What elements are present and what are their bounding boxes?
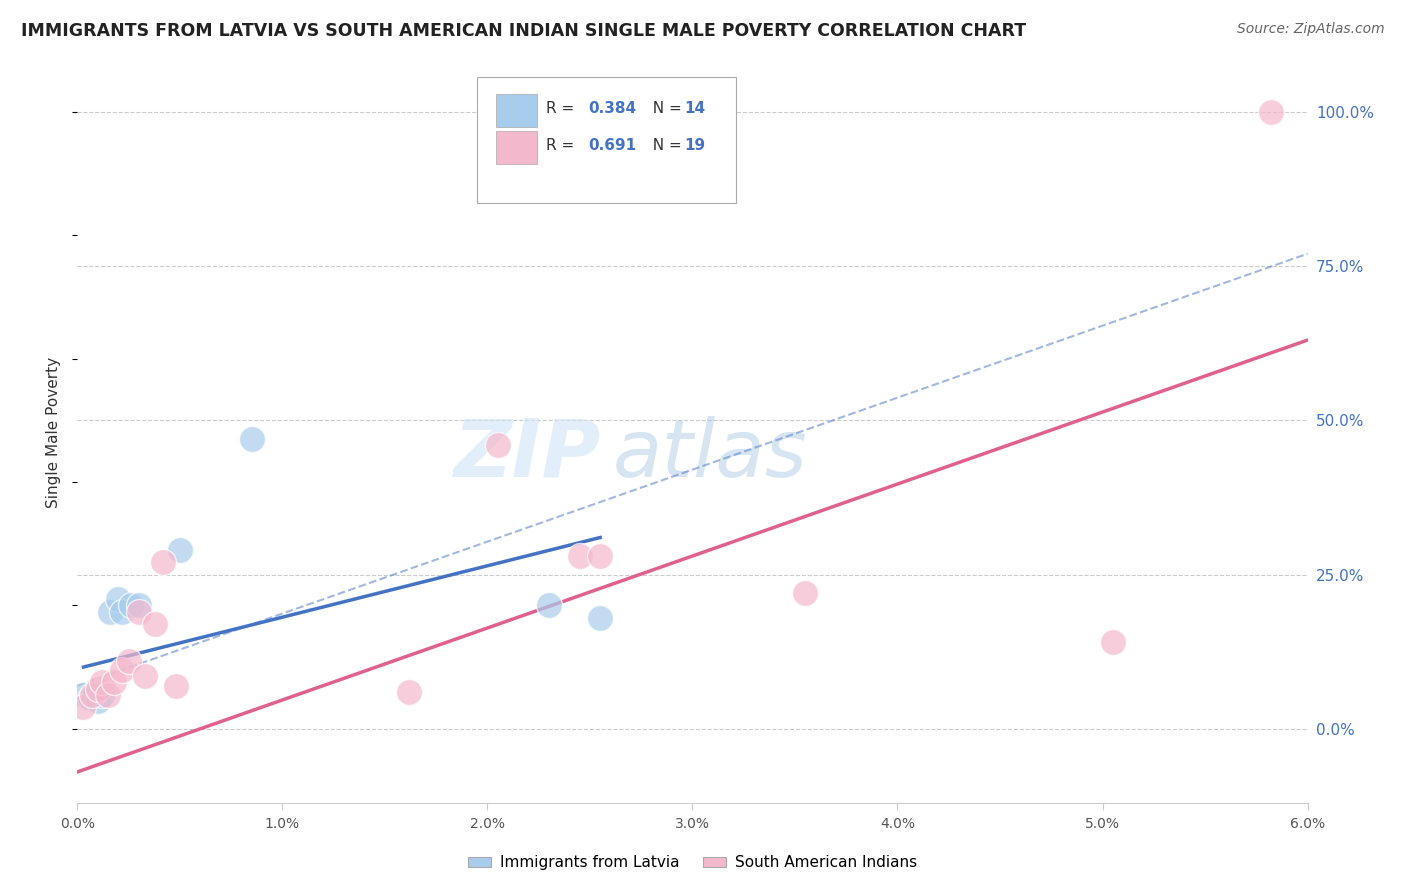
Point: [1101, 635, 1123, 649]
Point: [97, 688, 120, 702]
Point: [87, 681, 110, 696]
Point: [90, 675, 114, 690]
Point: [87, 694, 110, 708]
Text: atlas: atlas: [613, 416, 807, 494]
Point: [83, 688, 105, 702]
Point: [134, 669, 156, 683]
FancyBboxPatch shape: [477, 78, 735, 203]
Point: [98, 605, 121, 619]
Point: [72, 700, 94, 714]
Point: [240, 432, 263, 446]
Text: 14: 14: [683, 101, 704, 116]
Text: N =: N =: [644, 138, 688, 153]
Text: ZIP: ZIP: [453, 416, 600, 494]
Point: [117, 654, 139, 668]
Text: 0.384: 0.384: [588, 101, 636, 116]
Point: [169, 542, 191, 557]
Point: [107, 592, 129, 607]
Legend: Immigrants from Latvia, South American Indians: Immigrants from Latvia, South American I…: [463, 849, 922, 877]
Text: 0.691: 0.691: [588, 138, 636, 153]
Point: [128, 605, 150, 619]
Point: [111, 663, 134, 677]
Point: [80, 688, 103, 702]
Point: [128, 599, 150, 613]
Point: [103, 675, 125, 690]
Text: Source: ZipAtlas.com: Source: ZipAtlas.com: [1237, 22, 1385, 37]
Point: [589, 610, 612, 624]
Y-axis label: Single Male Poverty: Single Male Poverty: [46, 357, 62, 508]
Point: [1260, 104, 1282, 119]
Point: [143, 616, 166, 631]
Point: [794, 586, 817, 600]
Text: 19: 19: [683, 138, 704, 153]
Point: [120, 599, 142, 613]
Point: [537, 599, 560, 613]
Point: [72, 688, 94, 702]
Point: [90, 688, 114, 702]
Text: IMMIGRANTS FROM LATVIA VS SOUTH AMERICAN INDIAN SINGLE MALE POVERTY CORRELATION : IMMIGRANTS FROM LATVIA VS SOUTH AMERICAN…: [21, 22, 1026, 40]
Point: [165, 679, 187, 693]
Text: R =: R =: [546, 101, 579, 116]
Text: R =: R =: [546, 138, 579, 153]
Point: [486, 438, 509, 452]
FancyBboxPatch shape: [496, 131, 537, 164]
Point: [589, 549, 612, 563]
Point: [152, 555, 174, 569]
Point: [111, 605, 134, 619]
Point: [398, 685, 420, 699]
Point: [568, 549, 591, 563]
FancyBboxPatch shape: [496, 95, 537, 127]
Text: N =: N =: [644, 101, 688, 116]
Point: [79, 690, 101, 705]
